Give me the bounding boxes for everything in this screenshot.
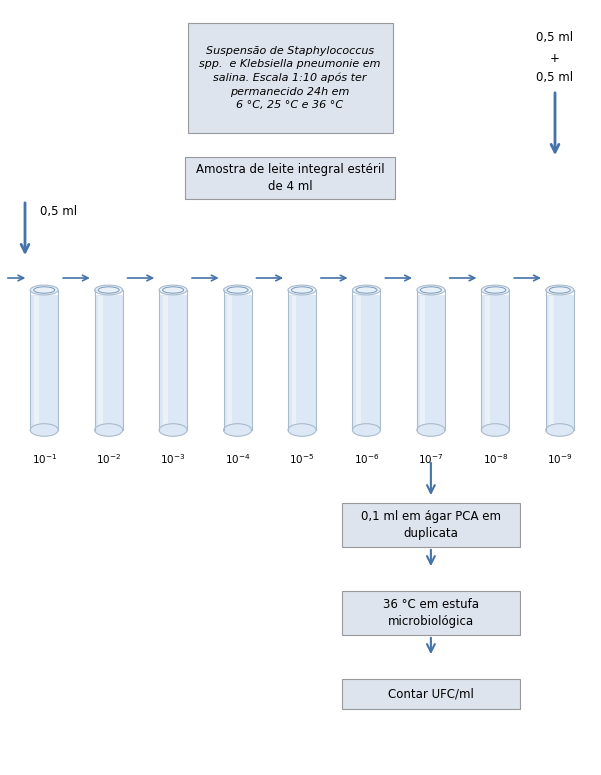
Ellipse shape xyxy=(288,285,316,295)
Text: +: + xyxy=(550,51,560,64)
Polygon shape xyxy=(163,296,168,428)
Text: $10^{-1}$: $10^{-1}$ xyxy=(31,452,57,466)
Ellipse shape xyxy=(546,424,574,436)
Polygon shape xyxy=(95,295,123,430)
Text: Contar UFC/ml: Contar UFC/ml xyxy=(388,687,474,701)
Ellipse shape xyxy=(288,424,316,436)
Polygon shape xyxy=(224,295,252,430)
Ellipse shape xyxy=(481,285,509,295)
Ellipse shape xyxy=(352,285,380,295)
FancyBboxPatch shape xyxy=(342,591,520,635)
Ellipse shape xyxy=(30,285,58,295)
Ellipse shape xyxy=(224,424,252,436)
Ellipse shape xyxy=(95,285,123,295)
Ellipse shape xyxy=(417,285,445,295)
Ellipse shape xyxy=(352,424,380,436)
FancyBboxPatch shape xyxy=(188,23,392,133)
Polygon shape xyxy=(227,296,232,428)
Text: $10^{-9}$: $10^{-9}$ xyxy=(547,452,573,466)
Text: $10^{-6}$: $10^{-6}$ xyxy=(353,452,379,466)
Ellipse shape xyxy=(417,424,445,436)
Polygon shape xyxy=(98,296,103,428)
Text: 0,5 ml: 0,5 ml xyxy=(537,32,573,44)
Text: Suspensão de Staphylococcus
spp.  e Klebsiella pneumonie em
salina. Escala 1:10 : Suspensão de Staphylococcus spp. e Klebs… xyxy=(200,46,381,110)
Polygon shape xyxy=(417,295,445,430)
Text: Amostra de leite integral estéril
de 4 ml: Amostra de leite integral estéril de 4 m… xyxy=(196,163,384,193)
Polygon shape xyxy=(291,296,296,428)
Ellipse shape xyxy=(159,424,187,436)
Ellipse shape xyxy=(95,424,123,436)
Ellipse shape xyxy=(481,424,509,436)
Ellipse shape xyxy=(224,285,252,295)
Ellipse shape xyxy=(30,424,58,436)
Polygon shape xyxy=(546,295,574,430)
Polygon shape xyxy=(159,295,187,430)
Polygon shape xyxy=(352,295,380,430)
Polygon shape xyxy=(30,295,58,430)
Text: $10^{-7}$: $10^{-7}$ xyxy=(418,452,444,466)
Ellipse shape xyxy=(546,285,574,295)
Polygon shape xyxy=(481,295,509,430)
Text: $10^{-4}$: $10^{-4}$ xyxy=(225,452,251,466)
Text: $10^{-2}$: $10^{-2}$ xyxy=(96,452,121,466)
Polygon shape xyxy=(549,296,554,428)
FancyBboxPatch shape xyxy=(342,503,520,547)
Text: $10^{-5}$: $10^{-5}$ xyxy=(289,452,315,466)
Text: 0,5 ml: 0,5 ml xyxy=(40,205,77,219)
Text: 36 °C em estufa
microbiológica: 36 °C em estufa microbiológica xyxy=(383,598,479,628)
Polygon shape xyxy=(356,296,361,428)
Polygon shape xyxy=(420,296,426,428)
Text: 0,1 ml em ágar PCA em
duplicata: 0,1 ml em ágar PCA em duplicata xyxy=(361,510,501,540)
FancyBboxPatch shape xyxy=(185,157,395,199)
FancyBboxPatch shape xyxy=(342,679,520,709)
Text: 0,5 ml: 0,5 ml xyxy=(537,71,573,84)
Polygon shape xyxy=(34,296,38,428)
Text: $10^{-3}$: $10^{-3}$ xyxy=(160,452,186,466)
Polygon shape xyxy=(485,296,490,428)
Polygon shape xyxy=(288,295,316,430)
Ellipse shape xyxy=(159,285,187,295)
Text: $10^{-8}$: $10^{-8}$ xyxy=(483,452,508,466)
